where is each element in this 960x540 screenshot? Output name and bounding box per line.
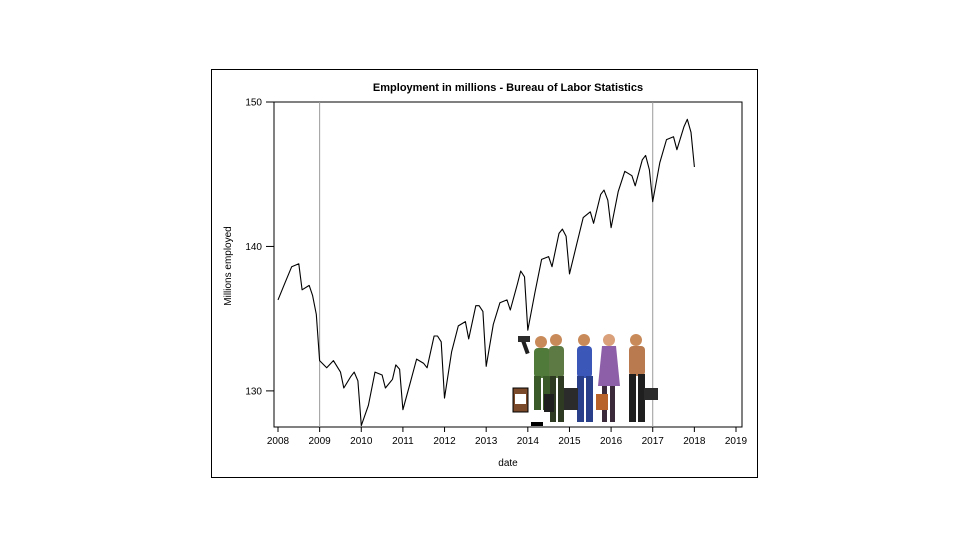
y-axis: 130 140 150	[245, 98, 274, 397]
x-tick-label: 2019	[725, 436, 748, 447]
x-tick-label: 2016	[600, 436, 623, 447]
x-tick-label: 2009	[309, 436, 332, 447]
x-axis: 2008 2009 2010 2011 2012 2013 2014 2015 2016 2017…	[267, 427, 748, 447]
worker-figure	[512, 336, 550, 426]
plot-area	[273, 101, 743, 428]
x-tick-label: 2010	[350, 436, 373, 447]
x-tick-label: 2008	[267, 436, 290, 447]
x-tick-label: 2012	[433, 436, 456, 447]
x-tick-label: 2017	[642, 436, 665, 447]
y-tick-label: 130	[245, 386, 262, 397]
y-axis-title: Millions employed	[223, 226, 234, 305]
series-layer	[277, 118, 695, 427]
worker-figure	[564, 334, 593, 422]
worker-figure	[544, 334, 564, 422]
chart-frame: Employment in millions - Bureau of Labor…	[211, 69, 758, 478]
x-tick-label: 2013	[475, 436, 498, 447]
y-tick-label: 150	[245, 98, 262, 109]
worker-figure	[629, 334, 658, 422]
y-tick-label: 140	[245, 242, 262, 253]
series-line	[277, 118, 695, 427]
x-tick-label: 2014	[517, 436, 540, 447]
workers-clipart-icon	[512, 334, 658, 426]
chart-title: Employment in millions - Bureau of Labor…	[373, 82, 643, 94]
x-tick-label: 2015	[558, 436, 581, 447]
x-tick-label: 2011	[392, 436, 414, 447]
worker-figure	[596, 334, 620, 422]
x-axis-title: date	[498, 458, 518, 469]
reference-lines	[319, 102, 654, 427]
line-chart: Employment in millions - Bureau of Labor…	[223, 82, 748, 469]
x-tick-label: 2018	[683, 436, 706, 447]
